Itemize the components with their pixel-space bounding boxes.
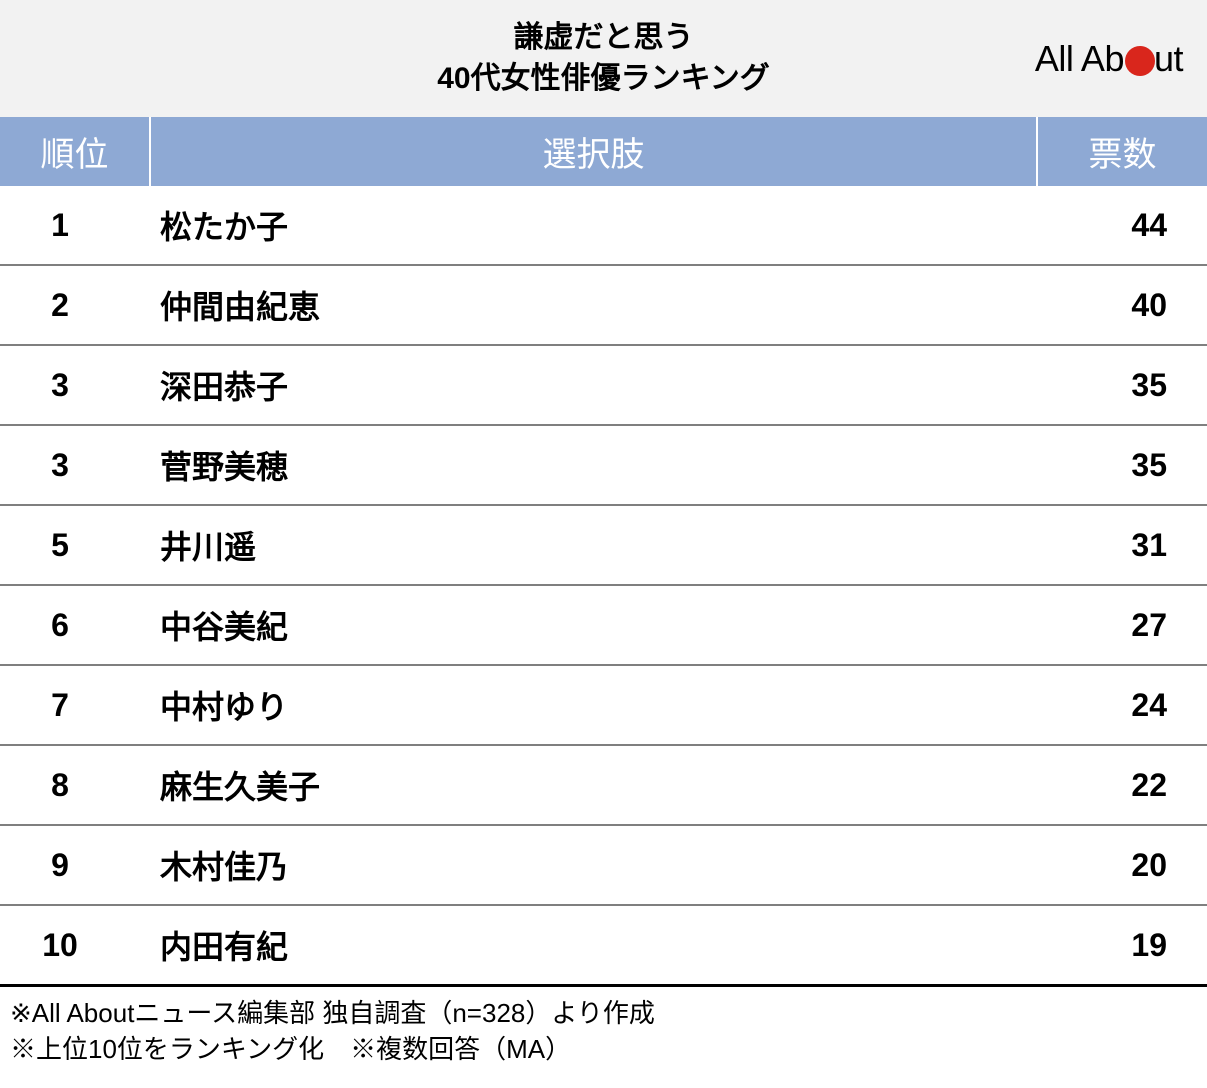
title-line-1: 謙虚だと思う bbox=[437, 18, 769, 59]
cell-rank: 3 bbox=[0, 345, 150, 425]
cell-choice: 中村ゆり bbox=[150, 665, 1037, 745]
cell-rank: 10 bbox=[0, 905, 150, 986]
col-header-choice: 選択肢 bbox=[150, 117, 1037, 186]
cell-rank: 5 bbox=[0, 505, 150, 585]
table-row: 2仲間由紀恵40 bbox=[0, 265, 1207, 345]
cell-rank: 8 bbox=[0, 745, 150, 825]
cell-rank: 9 bbox=[0, 825, 150, 905]
table-row: 1松たか子44 bbox=[0, 186, 1207, 265]
footnote-line-2: ※上位10位をランキング化 ※複数回答（MA） bbox=[10, 1031, 1197, 1067]
table-body: 1松たか子442仲間由紀恵403深田恭子353菅野美穂355井川遥316中谷美紀… bbox=[0, 186, 1207, 986]
cell-votes: 22 bbox=[1037, 745, 1207, 825]
logo-dot-icon bbox=[1125, 46, 1155, 76]
table-row: 3深田恭子35 bbox=[0, 345, 1207, 425]
cell-rank: 2 bbox=[0, 265, 150, 345]
cell-votes: 44 bbox=[1037, 186, 1207, 265]
cell-choice: 麻生久美子 bbox=[150, 745, 1037, 825]
logo-text-after: ut bbox=[1154, 38, 1183, 80]
table-row: 7中村ゆり24 bbox=[0, 665, 1207, 745]
cell-votes: 19 bbox=[1037, 905, 1207, 986]
table-row: 3菅野美穂35 bbox=[0, 425, 1207, 505]
title-line-2: 40代女性俳優ランキング bbox=[437, 59, 769, 100]
cell-rank: 7 bbox=[0, 665, 150, 745]
table-row: 5井川遥31 bbox=[0, 505, 1207, 585]
brand-logo: All Ab ut bbox=[1035, 38, 1183, 80]
cell-choice: 深田恭子 bbox=[150, 345, 1037, 425]
table-header-row: 順位 選択肢 票数 bbox=[0, 117, 1207, 186]
cell-votes: 27 bbox=[1037, 585, 1207, 665]
cell-choice: 松たか子 bbox=[150, 186, 1037, 265]
cell-votes: 35 bbox=[1037, 345, 1207, 425]
cell-rank: 1 bbox=[0, 186, 150, 265]
table-row: 10内田有紀19 bbox=[0, 905, 1207, 986]
page-title: 謙虚だと思う 40代女性俳優ランキング bbox=[437, 18, 769, 99]
cell-votes: 40 bbox=[1037, 265, 1207, 345]
ranking-container: 謙虚だと思う 40代女性俳優ランキング All Ab ut 順位 選択肢 票数 … bbox=[0, 0, 1207, 1088]
ranking-table: 順位 選択肢 票数 1松たか子442仲間由紀恵403深田恭子353菅野美穂355… bbox=[0, 117, 1207, 987]
col-header-votes: 票数 bbox=[1037, 117, 1207, 186]
cell-choice: 内田有紀 bbox=[150, 905, 1037, 986]
cell-choice: 中谷美紀 bbox=[150, 585, 1037, 665]
cell-rank: 6 bbox=[0, 585, 150, 665]
cell-choice: 井川遥 bbox=[150, 505, 1037, 585]
table-row: 6中谷美紀27 bbox=[0, 585, 1207, 665]
logo-text-before: All Ab bbox=[1035, 38, 1124, 80]
table-row: 8麻生久美子22 bbox=[0, 745, 1207, 825]
cell-choice: 木村佳乃 bbox=[150, 825, 1037, 905]
cell-rank: 3 bbox=[0, 425, 150, 505]
table-row: 9木村佳乃20 bbox=[0, 825, 1207, 905]
footnotes: ※All Aboutニュース編集部 独自調査（n=328）より作成 ※上位10位… bbox=[0, 987, 1207, 1088]
cell-votes: 20 bbox=[1037, 825, 1207, 905]
cell-votes: 24 bbox=[1037, 665, 1207, 745]
col-header-rank: 順位 bbox=[0, 117, 150, 186]
cell-choice: 仲間由紀恵 bbox=[150, 265, 1037, 345]
cell-votes: 31 bbox=[1037, 505, 1207, 585]
header-bar: 謙虚だと思う 40代女性俳優ランキング All Ab ut bbox=[0, 0, 1207, 117]
footnote-line-1: ※All Aboutニュース編集部 独自調査（n=328）より作成 bbox=[10, 995, 1197, 1031]
cell-votes: 35 bbox=[1037, 425, 1207, 505]
cell-choice: 菅野美穂 bbox=[150, 425, 1037, 505]
